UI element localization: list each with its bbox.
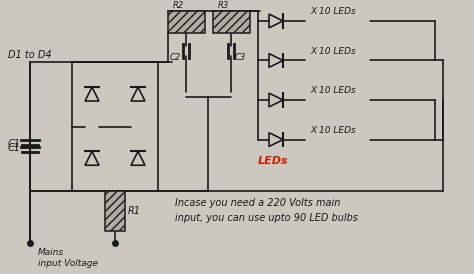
Text: X 10 LEDs: X 10 LEDs (310, 126, 356, 135)
Text: input, you can use upto 90 LED bulbs: input, you can use upto 90 LED bulbs (175, 213, 358, 222)
Bar (168, 11, 205, 33)
Text: D1 to D4: D1 to D4 (8, 50, 52, 59)
Text: C1: C1 (8, 139, 21, 149)
Text: X 10 LEDs: X 10 LEDs (310, 7, 356, 16)
Bar (105, 191, 125, 230)
Text: Incase you need a 220 Volts main: Incase you need a 220 Volts main (175, 198, 340, 208)
Text: C2: C2 (170, 53, 181, 62)
Text: X 10 LEDs: X 10 LEDs (310, 47, 356, 56)
Text: X 10 LEDs: X 10 LEDs (310, 86, 356, 95)
Text: C3: C3 (235, 53, 246, 62)
Text: R1: R1 (128, 206, 141, 216)
Text: C1: C1 (8, 144, 21, 153)
Text: R2: R2 (173, 1, 184, 10)
Bar (213, 11, 250, 33)
Text: LEDs: LEDs (258, 156, 289, 166)
Text: R3: R3 (218, 1, 229, 10)
Text: Mains
input Voltage: Mains input Voltage (38, 248, 98, 268)
